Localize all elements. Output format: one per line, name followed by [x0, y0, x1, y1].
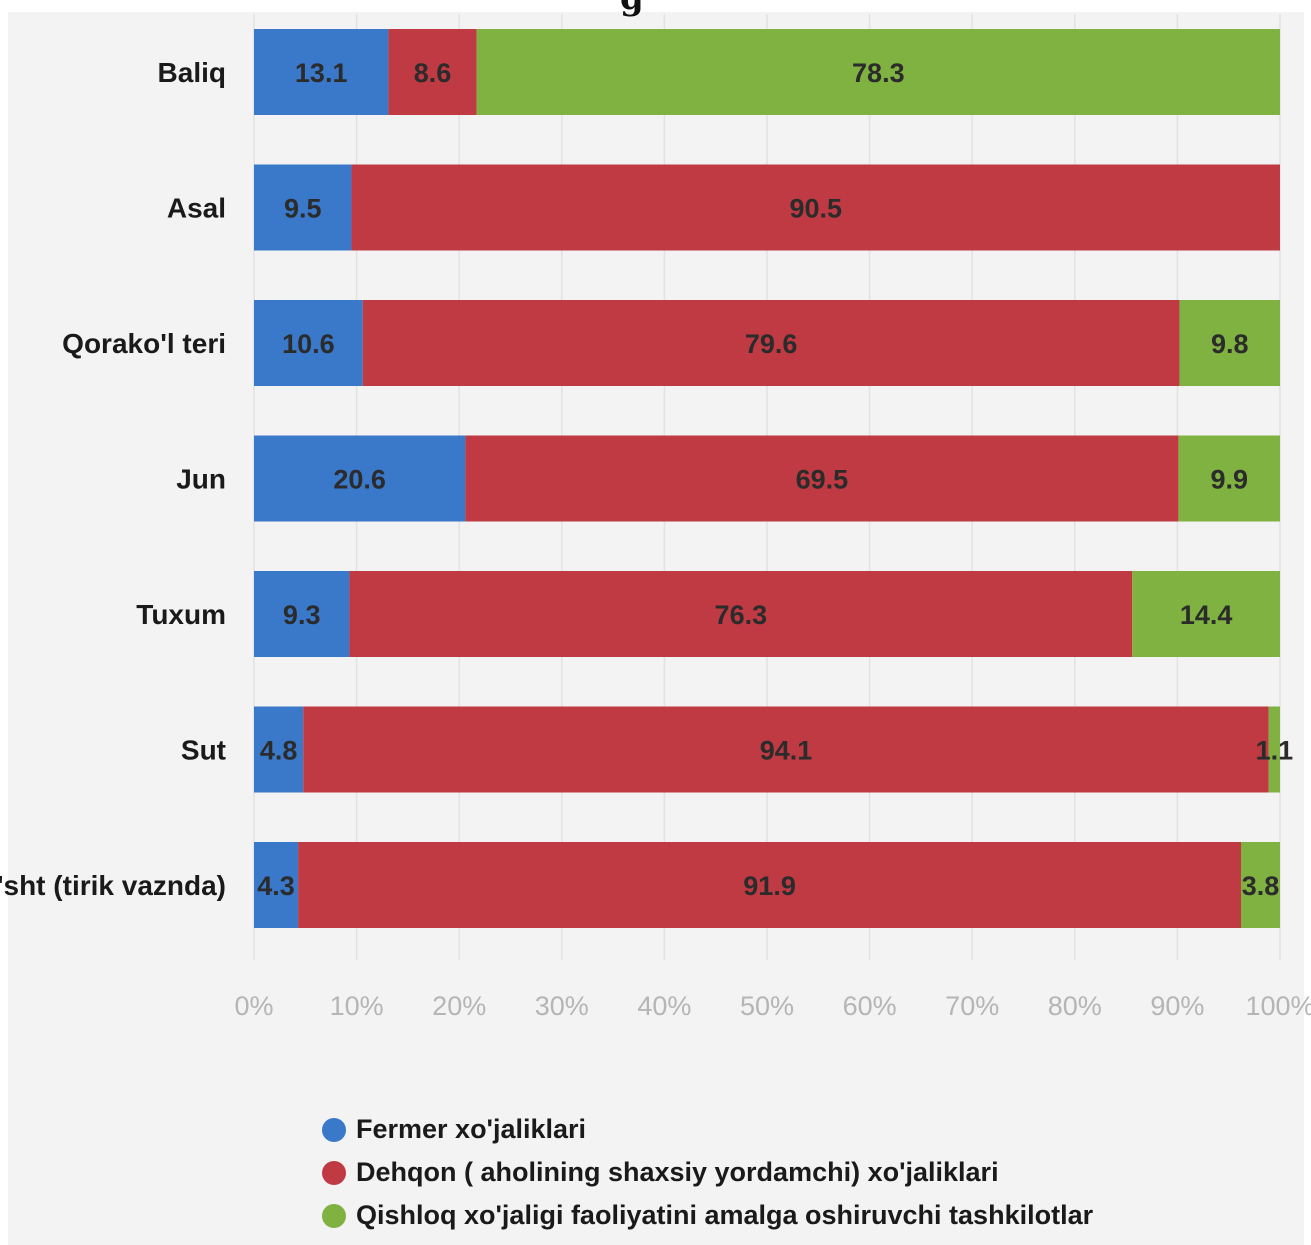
bar-segment — [388, 29, 477, 115]
data-label: 3.8 — [1242, 871, 1280, 901]
data-label: 9.9 — [1210, 465, 1248, 495]
category-label: Asal — [167, 193, 226, 224]
legend-item: Dehqon ( aholining shaxsiy yordamchi) xo… — [322, 1151, 1093, 1194]
x-tick-label: 60% — [843, 991, 897, 1021]
bar-segment — [254, 706, 304, 793]
category-label: Sut — [181, 735, 226, 766]
bar-segment — [1268, 706, 1280, 793]
bar-segment — [254, 571, 350, 657]
chart-title-fragment: g — [620, 0, 644, 18]
bar-segment — [303, 706, 1269, 793]
category-label: Go'sht (tirik vaznda) — [0, 870, 226, 901]
x-tick-label: 90% — [1150, 991, 1204, 1021]
category-label: Qorako'l teri — [62, 328, 226, 359]
data-label: 14.4 — [1180, 600, 1233, 630]
x-tick-label: 0% — [234, 991, 273, 1021]
x-tick-label: 20% — [432, 991, 486, 1021]
data-label: 4.8 — [260, 736, 298, 766]
data-label: 76.3 — [715, 600, 768, 630]
data-label: 69.5 — [796, 465, 849, 495]
bar-segment — [254, 29, 389, 115]
x-tick-label: 70% — [945, 991, 999, 1021]
chart-legend: Fermer xo'jaliklari Dehqon ( aholining sh… — [322, 1108, 1093, 1237]
data-label: 1.1 — [1256, 736, 1294, 766]
bar-segment — [1132, 571, 1280, 657]
bar-segment — [351, 164, 1281, 251]
data-label: 9.3 — [283, 600, 321, 630]
data-label: 20.6 — [333, 465, 386, 495]
data-label: 94.1 — [760, 736, 813, 766]
bar-segment — [1178, 435, 1280, 522]
data-label: 4.3 — [257, 871, 295, 901]
data-label: 90.5 — [789, 194, 842, 224]
category-label: Baliq — [158, 57, 226, 88]
legend-marker-icon — [322, 1203, 346, 1228]
bar-segment — [1241, 842, 1280, 928]
bar-segment — [465, 435, 1179, 522]
data-label: 13.1 — [295, 58, 348, 88]
legend-label: Dehqon ( aholining shaxsiy yordamchi) xo… — [356, 1157, 999, 1187]
x-tick-label: 10% — [330, 991, 384, 1021]
legend-label: Fermer xo'jaliklari — [356, 1114, 587, 1144]
x-tick-label: 30% — [535, 991, 589, 1021]
legend-label: Qishloq xo'jaligi faoliyatini amalga osh… — [356, 1200, 1094, 1230]
bar-segment — [476, 29, 1281, 115]
data-label: 78.3 — [852, 58, 905, 88]
bar-segment — [254, 300, 363, 386]
bar-segment — [349, 571, 1133, 657]
bar-segment — [254, 435, 466, 522]
legend-marker-icon — [322, 1160, 346, 1185]
data-label: 91.9 — [743, 871, 796, 901]
category-label: Jun — [176, 464, 226, 495]
bar-segment — [254, 842, 299, 928]
data-label: 9.5 — [284, 194, 322, 224]
x-tick-label: 80% — [1048, 991, 1102, 1021]
legend-marker-icon — [322, 1117, 346, 1142]
data-label: 79.6 — [745, 329, 798, 359]
legend-item: Fermer xo'jaliklari — [322, 1108, 1093, 1151]
bar-segment — [254, 164, 352, 251]
category-label: Tuxum — [136, 599, 226, 630]
bar-segment — [362, 300, 1180, 386]
legend-item: Qishloq xo'jaligi faoliyatini amalga osh… — [322, 1194, 1093, 1237]
bar-segment — [298, 842, 1242, 928]
data-label: 10.6 — [282, 329, 335, 359]
x-tick-label: 50% — [740, 991, 794, 1021]
bar-segment — [1179, 300, 1280, 386]
data-label: 9.8 — [1211, 329, 1249, 359]
x-tick-label: 40% — [637, 991, 691, 1021]
data-label: 8.6 — [414, 58, 452, 88]
x-tick-label: 100% — [1245, 991, 1311, 1021]
